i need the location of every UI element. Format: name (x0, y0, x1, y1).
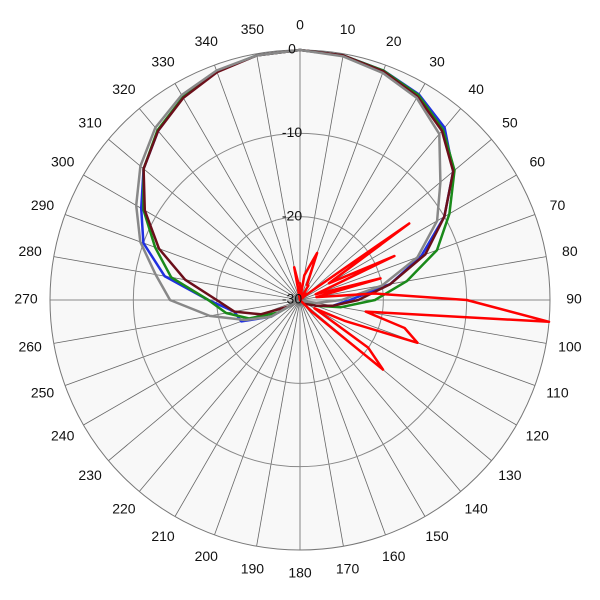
angle-tick-label: 180 (288, 565, 312, 581)
angle-tick-label: 190 (241, 561, 265, 577)
angle-tick-label: 200 (195, 548, 219, 564)
angle-tick-label: 250 (31, 384, 55, 400)
spoke-line (256, 299, 301, 547)
spoke-line (138, 108, 301, 301)
angle-tick-label: 130 (498, 467, 522, 483)
angle-tick-label: 210 (151, 528, 175, 544)
angle-tick-label: 90 (566, 291, 582, 307)
angle-tick-label: 260 (18, 338, 42, 354)
angle-tick-label: 340 (195, 33, 219, 49)
angle-tick-label: 80 (562, 243, 578, 259)
angle-tick-label: 30 (429, 53, 445, 69)
radial-tick-label: 0 (288, 41, 296, 57)
angle-tick-label: 310 (78, 115, 102, 131)
angle-tick-label: 100 (558, 338, 582, 354)
angle-tick-label: 20 (386, 33, 402, 49)
spoke-line (83, 174, 301, 301)
spoke-line (299, 299, 344, 547)
angle-tick-label: 70 (550, 197, 566, 213)
angle-tick-label: 0 (296, 17, 304, 33)
spoke-line (64, 214, 301, 301)
angle-tick-label: 350 (241, 21, 265, 37)
angle-tick-label: 120 (526, 428, 550, 444)
series-line (134, 48, 442, 322)
angle-tick-label: 150 (425, 528, 449, 544)
radial-tick-label: -30 (282, 291, 302, 307)
angle-tick-label: 270 (14, 291, 38, 307)
angle-tick-label: 60 (530, 154, 546, 170)
angle-tick-label: 320 (112, 81, 136, 97)
angle-tick-label: 10 (340, 21, 356, 37)
spoke-line (214, 64, 301, 301)
angle-tick-label: 50 (502, 115, 518, 131)
angle-tick-label: 40 (468, 81, 484, 97)
spoke-line (299, 299, 462, 492)
spoke-line (299, 83, 426, 301)
spoke-line (174, 83, 301, 301)
spoke-line (214, 299, 301, 536)
spoke-line (299, 108, 462, 301)
spoke-line (299, 299, 386, 536)
radial-tick-label: -10 (282, 124, 302, 140)
angle-tick-label: 280 (18, 243, 42, 259)
angle-tick-label: 140 (464, 501, 488, 517)
angle-tick-label: 170 (336, 561, 360, 577)
spoke-line (299, 256, 547, 301)
angle-tick-label: 220 (112, 501, 136, 517)
spoke-line (299, 53, 344, 301)
angle-tick-label: 300 (51, 154, 75, 170)
spoke-line (53, 299, 301, 344)
spoke-line (138, 299, 301, 492)
spoke-line (83, 299, 301, 426)
spoke-line (174, 299, 301, 517)
spoke-line (299, 299, 517, 426)
angle-tick-label: 230 (78, 467, 102, 483)
angle-tick-label: 290 (31, 197, 55, 213)
angle-tick-label: 240 (51, 428, 75, 444)
spoke-line (256, 53, 301, 301)
series-line (292, 222, 551, 371)
spoke-line (299, 299, 426, 517)
spoke-line (53, 256, 301, 301)
spoke-line (299, 138, 492, 301)
spoke-line (108, 299, 301, 462)
radial-tick-label: -20 (282, 207, 302, 223)
angle-tick-label: 110 (546, 384, 569, 400)
angle-tick-label: 330 (151, 53, 175, 69)
angle-tick-label: 160 (382, 548, 406, 564)
